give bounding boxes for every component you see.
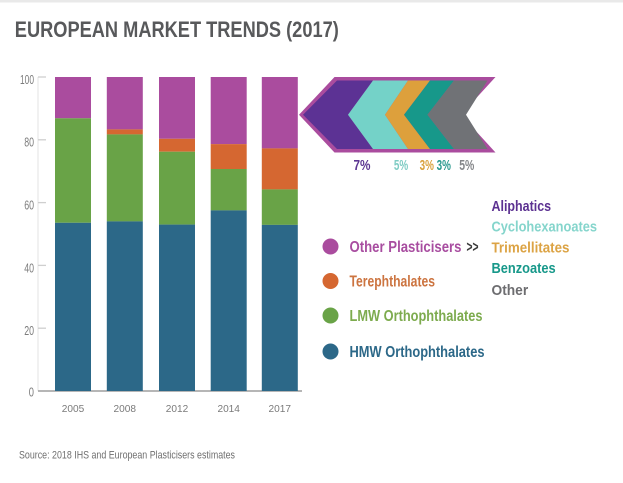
- svg-text:2005: 2005: [62, 403, 85, 415]
- svg-text:LMW Orthophthalates: LMW Orthophthalates: [350, 308, 483, 325]
- svg-text:5%: 5%: [459, 157, 474, 174]
- svg-text:2014: 2014: [217, 403, 240, 415]
- svg-text:100: 100: [20, 72, 34, 87]
- svg-text:60: 60: [24, 198, 34, 213]
- svg-text:Aliphatics: Aliphatics: [492, 198, 552, 215]
- svg-text:3%: 3%: [437, 157, 451, 174]
- svg-text:2017: 2017: [269, 403, 292, 415]
- svg-text:7%: 7%: [354, 157, 371, 174]
- svg-text:2012: 2012: [166, 403, 189, 415]
- svg-text:40: 40: [24, 260, 34, 275]
- svg-text:0: 0: [29, 385, 34, 400]
- svg-text:>>: >>: [467, 239, 479, 256]
- svg-text:3%: 3%: [420, 157, 434, 174]
- svg-text:80: 80: [24, 135, 34, 150]
- svg-text:HMW Orthophthalates: HMW Orthophthalates: [350, 344, 485, 361]
- svg-text:2008: 2008: [114, 403, 137, 415]
- svg-text:Terephthalates: Terephthalates: [350, 274, 436, 291]
- svg-text:Benzoates: Benzoates: [492, 260, 556, 277]
- svg-text:Source: 2018 IHS and European: Source: 2018 IHS and European Plasticise…: [19, 450, 235, 462]
- svg-text:EUROPEAN MARKET TRENDS (2017): EUROPEAN MARKET TRENDS (2017): [15, 17, 339, 42]
- svg-text:5%: 5%: [394, 157, 408, 174]
- svg-text:20: 20: [24, 323, 34, 338]
- svg-text:Other Plasticisers: Other Plasticisers: [350, 239, 462, 256]
- svg-text:Trimellitates: Trimellitates: [492, 239, 570, 256]
- svg-text:Other: Other: [492, 282, 529, 299]
- svg-text:Cyclohexanoates: Cyclohexanoates: [492, 219, 598, 236]
